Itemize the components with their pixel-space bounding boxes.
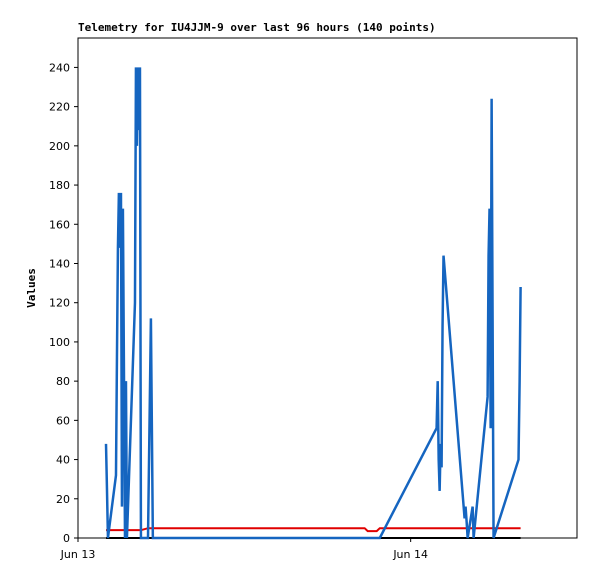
y-tick-label: 40	[56, 454, 70, 467]
y-tick-label: 160	[49, 218, 70, 231]
y-tick-label: 200	[49, 140, 70, 153]
series-line	[106, 527, 521, 533]
y-tick-label: 220	[49, 101, 70, 114]
y-tick-label: 100	[49, 336, 70, 349]
y-tick-label: 180	[49, 179, 70, 192]
series-line	[104, 67, 522, 540]
y-tick-label: 240	[49, 61, 70, 74]
y-tick-label: 20	[56, 493, 70, 506]
x-tick-label: Jun 13	[60, 548, 96, 561]
y-tick-label: 60	[56, 414, 70, 427]
y-tick-label: 140	[49, 257, 70, 270]
y-tick-label: 0	[63, 532, 70, 545]
y-tick-label: 80	[56, 375, 70, 388]
y-tick-label: 120	[49, 297, 70, 310]
y-axis-label: Values	[25, 268, 38, 308]
chart-title: Telemetry for IU4JJM-9 over last 96 hour…	[78, 21, 436, 34]
x-tick-label: Jun 14	[392, 548, 428, 561]
